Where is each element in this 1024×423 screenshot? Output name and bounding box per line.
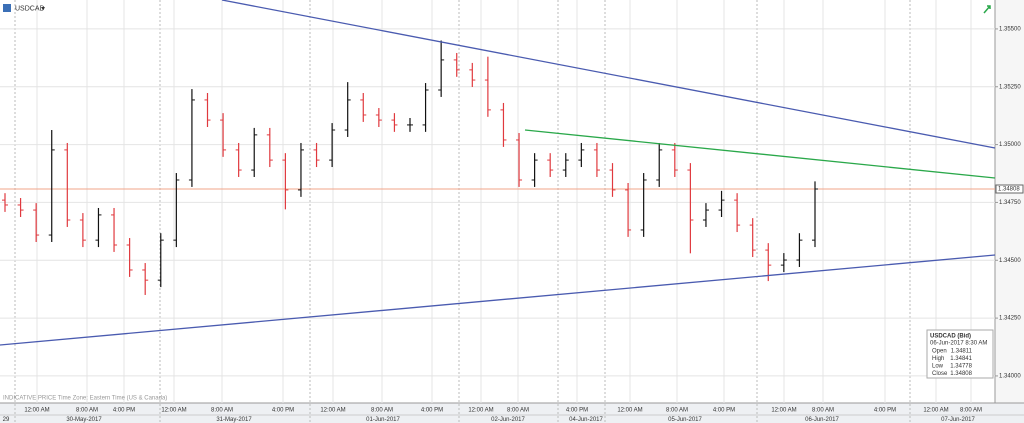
info-label: High xyxy=(932,356,944,362)
y-tick-label: 1.35250 xyxy=(999,84,1021,90)
time-label: 4:00 PM xyxy=(566,408,588,414)
time-label: 4:00 PM xyxy=(421,408,443,414)
info-box: USDCAD (Bid) 06-Jun-2017 8:30 AM Open 1.3… xyxy=(926,329,994,379)
time-label: 8:00 AM xyxy=(211,408,233,414)
time-axis xyxy=(0,403,1024,423)
y-tick-label: 1.35500 xyxy=(999,26,1021,32)
info-value: 1.34811 xyxy=(951,349,973,355)
time-label: 8:00 AM xyxy=(812,408,834,414)
trend-line xyxy=(221,0,996,149)
symbol-icon xyxy=(3,4,11,12)
time-label: 8:00 AM xyxy=(371,408,393,414)
info-value: 1.34808 xyxy=(950,371,972,377)
chart-title[interactable]: USDCAD xyxy=(15,5,45,12)
time-label: 12:00 AM xyxy=(24,408,49,414)
time-label: 4:00 PM xyxy=(713,408,735,414)
info-label: Open xyxy=(932,349,947,355)
info-time: 06-Jun-2017 8:30 AM xyxy=(930,341,987,347)
y-tick-label: 1.34250 xyxy=(999,316,1021,322)
date-label: 29 xyxy=(3,417,10,423)
info-label: Close xyxy=(932,371,948,377)
footer-note: INDICATIVE PRICE Time Zone: Eastern Time… xyxy=(3,396,167,402)
date-label: 31-May-2017 xyxy=(216,417,252,423)
date-label: 02-Jun-2017 xyxy=(491,417,525,423)
time-label: 12:00 AM xyxy=(161,408,186,414)
date-label: 06-Jun-2017 xyxy=(805,417,839,423)
date-label: 04-Jun-2017 xyxy=(569,417,603,423)
y-tick-label: 1.34750 xyxy=(999,200,1021,206)
time-label: 8:00 AM xyxy=(507,408,529,414)
time-label: 12:00 AM xyxy=(468,408,493,414)
time-label: 12:00 AM xyxy=(923,408,948,414)
date-label: 30-May-2017 xyxy=(66,417,102,423)
time-label: 8:00 AM xyxy=(76,408,98,414)
date-label: 07-Jun-2017 xyxy=(941,417,975,423)
last-price-tag xyxy=(995,184,1024,194)
y-tick-label: 1.34000 xyxy=(999,374,1021,380)
date-label: 01-Jun-2017 xyxy=(366,417,400,423)
y-tick-label: 1.35000 xyxy=(999,142,1021,148)
time-label: 12:00 AM xyxy=(771,408,796,414)
expand-icon[interactable] xyxy=(983,5,991,14)
y-tick-label: 1.34500 xyxy=(999,258,1021,264)
info-title: USDCAD (Bid) xyxy=(930,334,971,340)
time-label: 4:00 PM xyxy=(874,408,896,414)
dropdown-icon[interactable] xyxy=(41,7,45,10)
info-box-frame xyxy=(926,329,994,379)
time-label: 8:00 AM xyxy=(960,408,982,414)
price-axis xyxy=(995,0,1024,403)
info-value: 1.34778 xyxy=(950,364,972,370)
info-value: 1.34841 xyxy=(950,356,972,362)
time-label: 8:00 AM xyxy=(666,408,688,414)
last-price-label: 1.34808 xyxy=(998,187,1020,193)
date-label: 05-Jun-2017 xyxy=(668,417,702,423)
time-label: 4:00 PM xyxy=(113,408,135,414)
time-label: 4:00 PM xyxy=(272,408,294,414)
time-label: 12:00 AM xyxy=(617,408,642,414)
trend-line xyxy=(0,254,996,346)
info-label: Low xyxy=(932,364,944,370)
time-label: 12:00 AM xyxy=(320,408,345,414)
trend-line xyxy=(524,129,996,179)
